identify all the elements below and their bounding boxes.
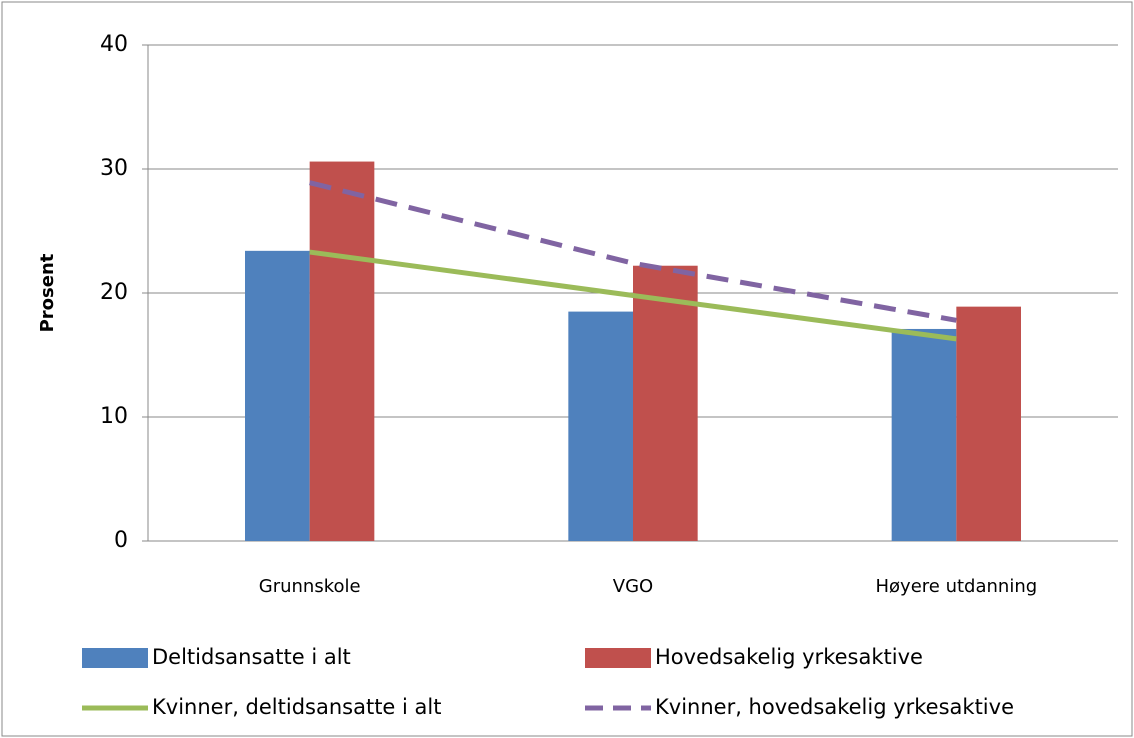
legend-label: Kvinner, deltidsansatte i alt — [152, 695, 441, 719]
y-tick-label: 10 — [100, 404, 128, 429]
x-tick-label: VGO — [613, 576, 653, 597]
bar — [309, 161, 375, 541]
legend-swatch — [585, 648, 651, 668]
y-tick-label: 20 — [100, 280, 128, 305]
bar — [891, 328, 957, 541]
legend-swatch — [82, 648, 148, 668]
legend-label: Hovedsakelig yrkesaktive — [655, 645, 923, 669]
y-axis-label: Prosent — [37, 253, 58, 332]
bar — [245, 250, 310, 541]
bar — [568, 311, 633, 541]
bar — [633, 265, 698, 541]
legend-label: Kvinner, hovedsakelig yrkesaktive — [655, 695, 1014, 719]
y-tick-label: 0 — [114, 528, 128, 553]
y-tick-label: 40 — [100, 32, 128, 57]
legend-label: Deltidsansatte i alt — [152, 645, 351, 669]
x-tick-label: Grunnskole — [259, 576, 361, 597]
line-series — [309, 180, 957, 323]
line-series — [309, 249, 957, 342]
x-tick-label: Høyere utdanning — [876, 576, 1038, 597]
bar — [956, 306, 1021, 541]
y-tick-label: 30 — [100, 156, 128, 181]
